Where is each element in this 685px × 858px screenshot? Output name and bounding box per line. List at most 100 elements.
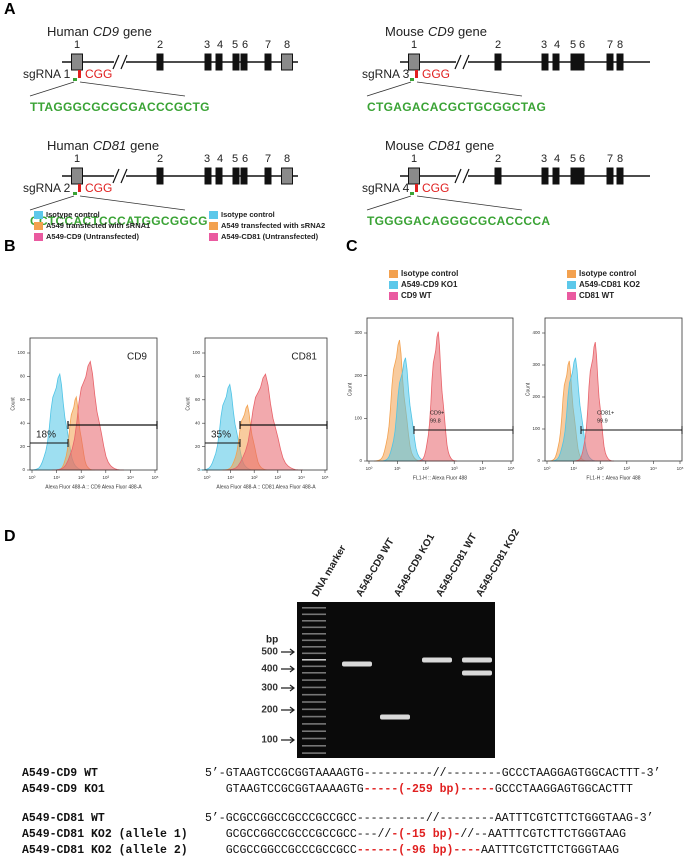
- exon: [204, 167, 212, 185]
- y-tick-label: 100: [354, 416, 362, 421]
- sgrna-label: sgRNA 4: [362, 181, 410, 195]
- species: Human: [47, 138, 89, 153]
- legend-swatch: [34, 222, 43, 230]
- lane-label: A549-CD9 WT: [354, 537, 396, 599]
- sequence-label: A549-CD81 KO2 (allele 2): [22, 844, 188, 857]
- y-axis-label: Count: [10, 397, 16, 411]
- marker-label: CD81: [291, 352, 317, 363]
- sgrna-dot: [410, 78, 414, 81]
- exon: [541, 167, 549, 185]
- exon: [552, 167, 560, 185]
- species: Human: [47, 24, 89, 39]
- sequence-part: //--AATTTCGTCTTCTGGGTAAG: [460, 828, 626, 841]
- sequence-part: GTAAGTCCGCGGTAAAAGTG: [226, 783, 364, 796]
- ladder-band: [302, 730, 326, 732]
- gate-percent: 18%: [36, 430, 56, 441]
- histogram: [573, 341, 615, 462]
- exon-number: 4: [217, 153, 223, 165]
- sequence: GTAAGTCCGCGGTAAAAGTG-----(-259 bp)-----G…: [226, 783, 633, 796]
- exon-number: 7: [265, 39, 271, 51]
- exon-number: 2: [157, 39, 163, 51]
- legend-label: A549-CD81 KO2: [579, 280, 640, 289]
- sgrna-sequence: TGGGGACAGGGCGCACCCCA: [367, 214, 550, 228]
- gel-band: [342, 661, 372, 667]
- break-mark: [112, 168, 128, 184]
- x-tick-label: 10²: [251, 475, 258, 480]
- pam: GGG: [422, 67, 450, 81]
- x-tick-label: 10¹: [394, 466, 401, 471]
- gel-band: [380, 714, 410, 720]
- x-tick-label: 10⁴: [479, 466, 486, 471]
- legend-label: Isotype control: [46, 210, 100, 219]
- ladder-band: [302, 626, 326, 629]
- break-bg: [114, 54, 126, 70]
- ladder-band: [302, 745, 326, 747]
- y-tick-label: 200: [354, 373, 362, 378]
- panel-label: A: [4, 1, 16, 18]
- y-tick-label: 300: [532, 362, 540, 367]
- exon-number: 6: [242, 39, 248, 51]
- exon: [494, 167, 502, 185]
- sequence-part: GCCCTAAGGAGTGGCACTTT: [495, 783, 633, 796]
- ladder-label: 300: [261, 683, 278, 694]
- legend-swatch: [567, 292, 576, 300]
- plot-frame: [204, 337, 328, 471]
- plot-frame: [29, 337, 158, 471]
- exon-number: 2: [157, 153, 163, 165]
- exon: [156, 53, 164, 71]
- exon-number: 5: [232, 153, 238, 165]
- legend-label: CD9 WT: [401, 291, 432, 300]
- exon: [570, 167, 578, 185]
- legend-swatch: [389, 281, 398, 289]
- zoom-lines: [29, 195, 186, 211]
- ladder-band: [302, 620, 326, 622]
- ladder-label: 200: [261, 705, 278, 716]
- exon-number: 5: [570, 39, 576, 51]
- exon: [541, 53, 549, 71]
- y-tick-label: 40: [195, 420, 201, 425]
- panel-label: D: [4, 528, 16, 545]
- x-tick-label: 10¹: [227, 475, 234, 480]
- gene-suffix: gene: [458, 24, 487, 39]
- sgrna-label: sgRNA 1: [23, 67, 71, 81]
- exon: [494, 53, 502, 71]
- exon-number: 1: [74, 153, 80, 165]
- species: Mouse: [385, 138, 424, 153]
- exon: [71, 167, 83, 185]
- lane-label: A549-CD81 WT: [434, 532, 479, 599]
- break-mark: [454, 168, 470, 184]
- exon-number: 1: [411, 153, 417, 165]
- y-tick-label: 0: [197, 467, 200, 472]
- ladder-band: [302, 715, 326, 718]
- exon-number: 4: [217, 39, 223, 51]
- sgrna-sequence: TTAGGGCGCGCGACCCGCTG: [30, 100, 210, 114]
- exon-number: 2: [495, 153, 501, 165]
- exon-number: 3: [541, 39, 547, 51]
- cut-site: [78, 70, 81, 78]
- ladder-band: [302, 652, 326, 655]
- bp-label: bp: [266, 635, 278, 646]
- sequence: GCGCCGGCCGCCCGCCGCC---//-(-15 bp)-//--AA…: [226, 828, 626, 841]
- cut-site: [415, 70, 418, 78]
- gene-title: Mouse CD9 gene: [385, 24, 487, 39]
- sequence: GCGCCGGCCGCCCGCCGCC------(-96 bp)----AAT…: [226, 844, 619, 857]
- y-axis-label: Count: [185, 397, 191, 411]
- x-tick-label: 10³: [624, 466, 631, 471]
- exon: [281, 53, 293, 71]
- gene-title: Mouse CD81 gene: [385, 138, 494, 153]
- x-axis-label: Alexa Fluor 488-A :: CD9 Alexa Fluor 488…: [45, 484, 142, 490]
- exon: [232, 167, 240, 185]
- legend-label: A549-CD9 (Untransfected): [46, 232, 139, 241]
- x-tick-label: 10²: [78, 475, 85, 480]
- gate-value: 99.8: [430, 418, 441, 424]
- sgrna-dot: [73, 78, 77, 81]
- y-tick-label: 60: [20, 397, 26, 402]
- legend-label: CD81 WT: [579, 291, 614, 300]
- gate-value: 99.9: [597, 418, 608, 424]
- y-axis-label: Count: [525, 382, 531, 396]
- ladder-band: [302, 659, 326, 661]
- x-tick-label: 10¹: [53, 475, 60, 480]
- x-tick-label: 10⁵: [508, 466, 515, 471]
- exon-number: 6: [579, 153, 585, 165]
